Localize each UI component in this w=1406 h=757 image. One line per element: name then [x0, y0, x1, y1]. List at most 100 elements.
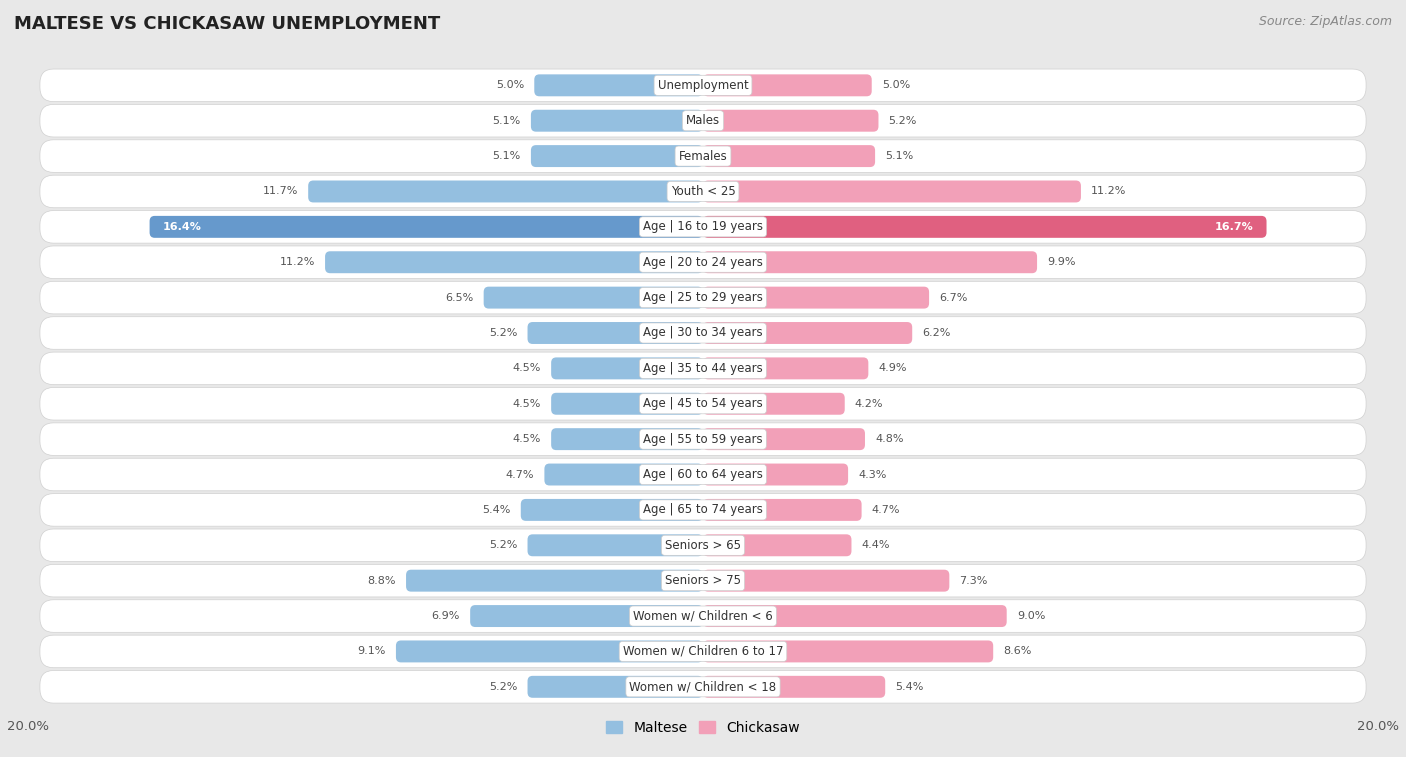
FancyBboxPatch shape — [39, 671, 1367, 703]
Text: 4.5%: 4.5% — [513, 399, 541, 409]
Text: Age | 55 to 59 years: Age | 55 to 59 years — [643, 433, 763, 446]
FancyBboxPatch shape — [39, 246, 1367, 279]
FancyBboxPatch shape — [406, 570, 703, 592]
Text: Unemployment: Unemployment — [658, 79, 748, 92]
Text: 5.2%: 5.2% — [489, 540, 517, 550]
FancyBboxPatch shape — [39, 352, 1367, 385]
Text: 8.6%: 8.6% — [1004, 646, 1032, 656]
Text: 5.2%: 5.2% — [489, 328, 517, 338]
Text: 5.1%: 5.1% — [886, 151, 914, 161]
FancyBboxPatch shape — [39, 600, 1367, 632]
Text: 4.4%: 4.4% — [862, 540, 890, 550]
FancyBboxPatch shape — [544, 463, 703, 485]
FancyBboxPatch shape — [39, 423, 1367, 456]
Text: Age | 45 to 54 years: Age | 45 to 54 years — [643, 397, 763, 410]
Text: Women w/ Children < 6: Women w/ Children < 6 — [633, 609, 773, 622]
FancyBboxPatch shape — [703, 216, 1267, 238]
Text: Age | 60 to 64 years: Age | 60 to 64 years — [643, 468, 763, 481]
Text: Females: Females — [679, 150, 727, 163]
Text: Age | 30 to 34 years: Age | 30 to 34 years — [643, 326, 763, 339]
Text: Seniors > 65: Seniors > 65 — [665, 539, 741, 552]
Text: 5.2%: 5.2% — [489, 682, 517, 692]
FancyBboxPatch shape — [396, 640, 703, 662]
Text: 6.7%: 6.7% — [939, 293, 967, 303]
FancyBboxPatch shape — [39, 565, 1367, 597]
Text: 5.0%: 5.0% — [882, 80, 910, 90]
Text: 16.4%: 16.4% — [163, 222, 202, 232]
Text: Youth < 25: Youth < 25 — [671, 185, 735, 198]
FancyBboxPatch shape — [39, 529, 1367, 562]
FancyBboxPatch shape — [703, 499, 862, 521]
Text: 4.7%: 4.7% — [872, 505, 900, 515]
FancyBboxPatch shape — [534, 74, 703, 96]
Text: 7.3%: 7.3% — [959, 575, 988, 586]
FancyBboxPatch shape — [39, 458, 1367, 491]
Text: Age | 35 to 44 years: Age | 35 to 44 years — [643, 362, 763, 375]
FancyBboxPatch shape — [149, 216, 703, 238]
Text: 9.1%: 9.1% — [357, 646, 385, 656]
FancyBboxPatch shape — [39, 316, 1367, 349]
Text: 11.7%: 11.7% — [263, 186, 298, 197]
Text: 4.5%: 4.5% — [513, 363, 541, 373]
FancyBboxPatch shape — [703, 145, 875, 167]
FancyBboxPatch shape — [703, 287, 929, 309]
Text: Age | 25 to 29 years: Age | 25 to 29 years — [643, 291, 763, 304]
Text: 5.4%: 5.4% — [482, 505, 510, 515]
FancyBboxPatch shape — [531, 110, 703, 132]
FancyBboxPatch shape — [551, 393, 703, 415]
Text: 4.9%: 4.9% — [879, 363, 907, 373]
FancyBboxPatch shape — [39, 175, 1367, 207]
FancyBboxPatch shape — [527, 534, 703, 556]
FancyBboxPatch shape — [703, 251, 1038, 273]
FancyBboxPatch shape — [703, 322, 912, 344]
FancyBboxPatch shape — [703, 605, 1007, 627]
FancyBboxPatch shape — [703, 676, 886, 698]
FancyBboxPatch shape — [308, 180, 703, 202]
Text: Women w/ Children < 18: Women w/ Children < 18 — [630, 681, 776, 693]
Text: 4.5%: 4.5% — [513, 435, 541, 444]
FancyBboxPatch shape — [39, 635, 1367, 668]
Text: 5.1%: 5.1% — [492, 151, 520, 161]
FancyBboxPatch shape — [703, 570, 949, 592]
FancyBboxPatch shape — [484, 287, 703, 309]
Text: 9.9%: 9.9% — [1047, 257, 1076, 267]
Text: 4.7%: 4.7% — [506, 469, 534, 479]
Text: 11.2%: 11.2% — [280, 257, 315, 267]
FancyBboxPatch shape — [520, 499, 703, 521]
Text: 4.8%: 4.8% — [875, 435, 904, 444]
Text: 5.0%: 5.0% — [496, 80, 524, 90]
FancyBboxPatch shape — [703, 393, 845, 415]
Text: Women w/ Children 6 to 17: Women w/ Children 6 to 17 — [623, 645, 783, 658]
FancyBboxPatch shape — [39, 210, 1367, 243]
Text: 6.2%: 6.2% — [922, 328, 950, 338]
FancyBboxPatch shape — [531, 145, 703, 167]
FancyBboxPatch shape — [703, 357, 869, 379]
FancyBboxPatch shape — [39, 104, 1367, 137]
Text: 4.3%: 4.3% — [858, 469, 887, 479]
Legend: Maltese, Chickasaw: Maltese, Chickasaw — [600, 715, 806, 740]
Text: 6.5%: 6.5% — [446, 293, 474, 303]
FancyBboxPatch shape — [551, 428, 703, 450]
FancyBboxPatch shape — [703, 74, 872, 96]
FancyBboxPatch shape — [527, 322, 703, 344]
FancyBboxPatch shape — [703, 428, 865, 450]
Text: Source: ZipAtlas.com: Source: ZipAtlas.com — [1258, 15, 1392, 28]
Text: 16.7%: 16.7% — [1215, 222, 1253, 232]
FancyBboxPatch shape — [470, 605, 703, 627]
Text: 11.2%: 11.2% — [1091, 186, 1126, 197]
Text: Age | 20 to 24 years: Age | 20 to 24 years — [643, 256, 763, 269]
Text: 8.8%: 8.8% — [367, 575, 396, 586]
Text: 6.9%: 6.9% — [432, 611, 460, 621]
FancyBboxPatch shape — [325, 251, 703, 273]
FancyBboxPatch shape — [703, 180, 1081, 202]
FancyBboxPatch shape — [39, 282, 1367, 314]
Text: 5.4%: 5.4% — [896, 682, 924, 692]
FancyBboxPatch shape — [551, 357, 703, 379]
FancyBboxPatch shape — [39, 388, 1367, 420]
Text: Age | 65 to 74 years: Age | 65 to 74 years — [643, 503, 763, 516]
FancyBboxPatch shape — [703, 534, 852, 556]
Text: Age | 16 to 19 years: Age | 16 to 19 years — [643, 220, 763, 233]
Text: 5.1%: 5.1% — [492, 116, 520, 126]
Text: 9.0%: 9.0% — [1017, 611, 1045, 621]
FancyBboxPatch shape — [703, 463, 848, 485]
